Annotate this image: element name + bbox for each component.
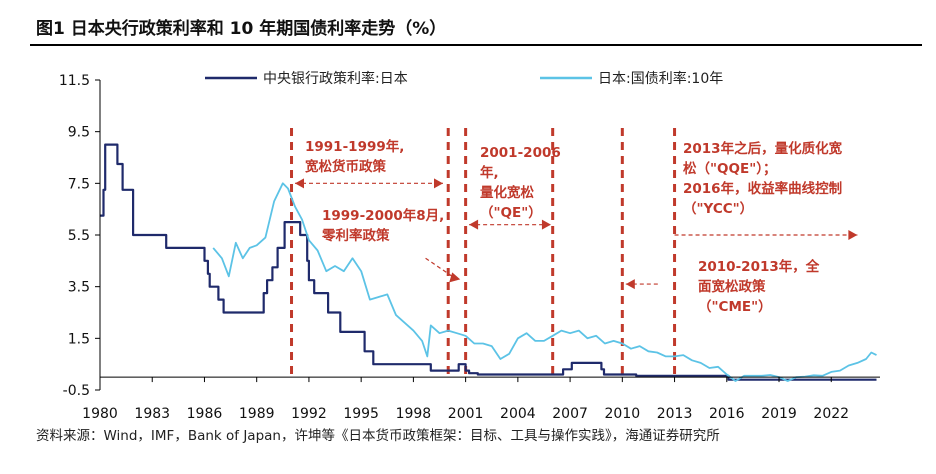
legend: 中央银行政策利率:日本 日本:国债利率:10年 [205, 70, 723, 87]
figure-title: 图1 日本央行政策利率和 10 年期国债利率走势（%） [36, 19, 447, 39]
x-tick-label: 1995 [343, 406, 379, 422]
y-tick-label: 11.5 [59, 73, 90, 89]
y-tick-label: 5.5 [68, 228, 90, 244]
annotation-text: 2010-2013年，全 [698, 258, 820, 275]
legend-label: 日本:国债利率:10年 [598, 70, 723, 87]
y-tick-label: 9.5 [68, 125, 90, 141]
x-tick-label: 1983 [134, 406, 170, 422]
annotation-text: 量化宽松 [480, 184, 534, 201]
x-tick-label: 2007 [552, 406, 588, 422]
annotation-arrow-head [469, 219, 479, 230]
annotation-arrow-head [848, 230, 858, 240]
y-tick-label: -0.5 [63, 383, 90, 399]
source-note: 资料来源：Wind，IMF，Bank of Japan，许坤等《日本货币政策框架… [36, 428, 720, 444]
annotation-arrow-head [541, 219, 551, 230]
annotation-text: 零利率政策 [321, 227, 390, 244]
rate-chart: 11.5 9.5 7.5 5.5 3.5 1.5 -0.5 1980 1983 1986 1989 1… [59, 70, 880, 422]
annotation-arrow-head [449, 272, 461, 283]
figure-header: 图1 日本央行政策利率和 10 年期国债利率走势（%） [0, 0, 936, 46]
y-tick-label: 7.5 [68, 176, 90, 192]
y-tick-label: 3.5 [68, 280, 90, 296]
x-tick-label: 2013 [657, 406, 693, 422]
annotation-arrow-head [625, 279, 635, 290]
annotation-arrow-head [433, 178, 443, 189]
series-lines [100, 143, 877, 382]
annotation-text: （"CME"） [698, 299, 772, 315]
x-tick-label: 1986 [187, 406, 223, 422]
annotation-text: 宽松货币政策 [305, 158, 386, 175]
x-tick-label: 2022 [813, 406, 849, 422]
annotation-text: 2013年之后，量化质化宽 [683, 140, 843, 157]
x-tick-label: 1989 [239, 406, 275, 422]
x-tick-label: 2010 [605, 406, 641, 422]
legend-label: 中央银行政策利率:日本 [263, 70, 408, 87]
annotation-text: 2001-2006 [480, 145, 561, 161]
x-tick-label: 1980 [82, 406, 118, 422]
x-tick-label: 2019 [761, 406, 797, 422]
annotation-text: （"QE"） [480, 205, 542, 221]
x-tick-label: 1998 [396, 406, 432, 422]
x-tick-label: 2004 [500, 406, 536, 422]
annotations: 1991-1999年, 宽松货币政策 1999-2000年8月, 零利率政策 2001-… [295, 138, 858, 315]
axes: 11.5 9.5 7.5 5.5 3.5 1.5 -0.5 1980 1983 1986 1989 1… [59, 73, 880, 422]
annotation-text: 年, [480, 164, 499, 181]
annotation-text: 松（"QQE"）； [683, 160, 777, 177]
annotation-text: 1991-1999年, [305, 138, 404, 155]
annotation-text: （"YCC"） [683, 201, 753, 217]
x-tick-label: 2016 [709, 406, 745, 422]
y-tick-label: 1.5 [68, 331, 90, 347]
x-tick-label: 1992 [291, 406, 327, 422]
annotation-arrow-shaft [425, 257, 453, 277]
x-tick-label: 2001 [448, 406, 484, 422]
annotation-text: 2016年，收益率曲线控制 [683, 180, 842, 197]
annotation-text: 面宽松政策 [698, 278, 766, 295]
title-divider [30, 44, 922, 46]
bond-yield-line [212, 182, 877, 382]
annotation-arrow-head [295, 178, 304, 189]
annotation-text: 1999-2000年8月, [322, 207, 444, 224]
